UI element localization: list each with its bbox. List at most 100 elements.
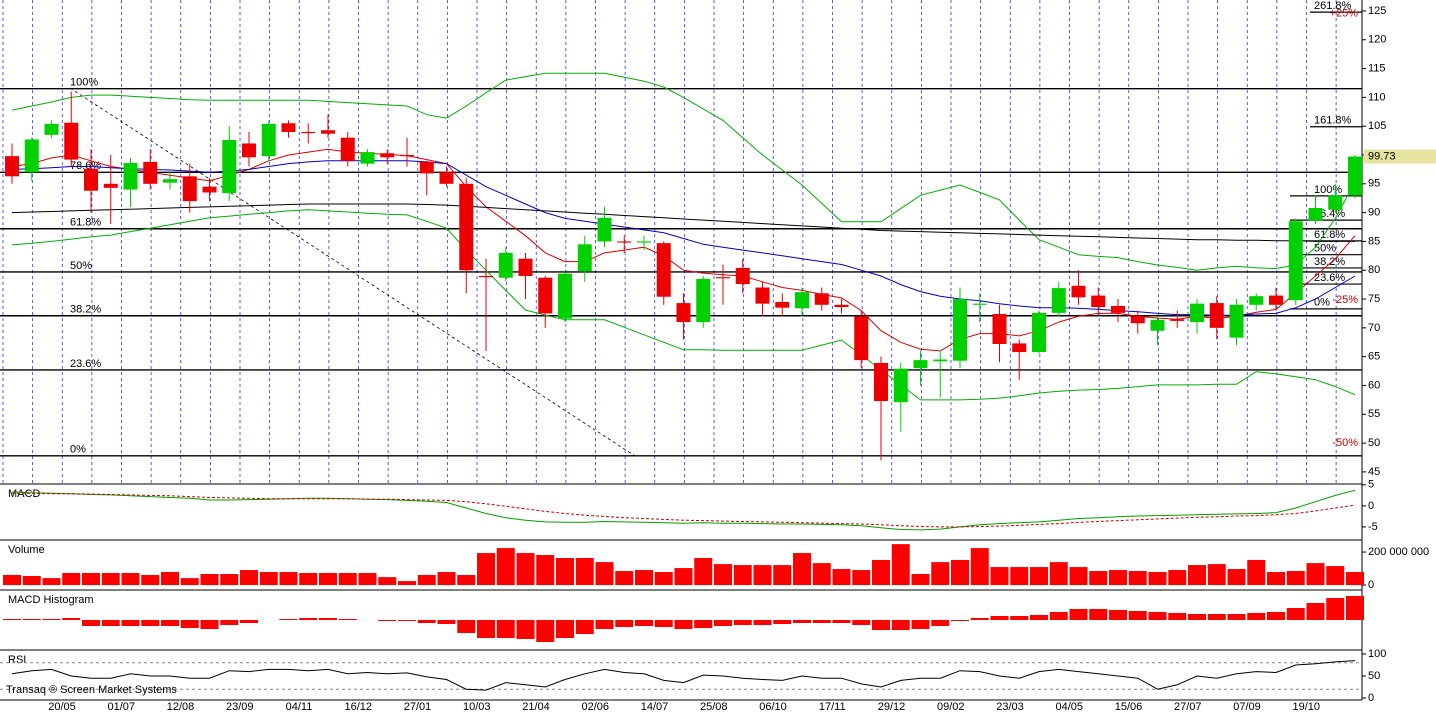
- bar: [773, 620, 792, 624]
- bar: [319, 573, 337, 586]
- bar: [1227, 569, 1246, 586]
- bar: [22, 619, 41, 620]
- overlay-line: [11, 72, 1356, 271]
- bar: [477, 620, 495, 638]
- bar: [1089, 609, 1108, 620]
- candle-body: [459, 183, 474, 271]
- bar: [1128, 571, 1147, 586]
- x-tick-label: 10/03: [463, 701, 491, 713]
- bar: [1109, 570, 1127, 586]
- bar: [1069, 567, 1088, 586]
- bar: [1089, 571, 1108, 586]
- y-tick-label: 50: [1368, 670, 1380, 682]
- candle-body: [1032, 312, 1046, 353]
- x-tick-label: 29/12: [878, 701, 906, 713]
- bar: [398, 620, 416, 621]
- last-price-box: [1364, 149, 1436, 164]
- y-tick-label: 60: [1368, 379, 1380, 391]
- fib-label: 23.6%: [70, 358, 101, 370]
- bar: [279, 619, 298, 620]
- bar: [1049, 562, 1068, 586]
- bar: [62, 573, 81, 586]
- bar: [891, 544, 910, 586]
- y-tick-label: 110: [1368, 91, 1386, 103]
- fib-label: 38.2%: [70, 304, 101, 316]
- y-tick-label: 70: [1368, 322, 1380, 334]
- candle-body: [24, 139, 39, 173]
- bar: [417, 620, 436, 623]
- bar: [1049, 612, 1068, 620]
- x-tick-label: 19/10: [1292, 701, 1320, 713]
- bar: [516, 553, 535, 586]
- bar: [970, 548, 989, 586]
- bar: [496, 548, 515, 586]
- bar: [872, 559, 890, 586]
- candle-body: [1150, 319, 1165, 331]
- bar: [141, 620, 160, 626]
- candle-body: [1170, 319, 1185, 321]
- y-tick-label: 5: [1368, 479, 1374, 491]
- bar: [1128, 611, 1147, 620]
- x-tick-label: 21/04: [522, 701, 550, 713]
- bar: [793, 553, 811, 586]
- bar: [299, 618, 318, 620]
- bar: [852, 620, 871, 625]
- candle-body: [1071, 285, 1086, 298]
- fib-label: 61.8%: [70, 217, 101, 229]
- candle-body: [1328, 195, 1343, 210]
- bar: [1247, 559, 1266, 586]
- bar: [161, 572, 179, 586]
- bar: [220, 620, 239, 625]
- bar: [1030, 567, 1048, 586]
- bar: [200, 620, 219, 629]
- y-tick-label: 200 000 000: [1368, 546, 1429, 558]
- y-tick-label: 125: [1368, 5, 1386, 17]
- bar: [891, 620, 910, 630]
- fib-label: 100%: [70, 77, 98, 89]
- bar: [911, 620, 930, 629]
- bar: [457, 574, 476, 586]
- candle-body: [676, 303, 691, 323]
- bar: [338, 619, 357, 620]
- bar: [398, 581, 416, 586]
- candle-body: [1308, 208, 1323, 221]
- candle-body: [1091, 295, 1106, 308]
- bar: [1010, 567, 1029, 586]
- candle-body: [301, 131, 316, 134]
- bar: [1188, 614, 1206, 620]
- bar: [931, 562, 950, 586]
- candle-body: [538, 277, 553, 314]
- y-tick-label: 85: [1368, 235, 1380, 247]
- candle-body: [143, 161, 158, 184]
- bar: [477, 553, 495, 586]
- candle-body: [992, 314, 1007, 344]
- y-tick-label: 115: [1368, 62, 1386, 74]
- candle-body: [439, 172, 454, 184]
- candle-body: [103, 183, 118, 188]
- percent-label: +25%: [1330, 8, 1359, 20]
- bar: [1286, 571, 1305, 586]
- panel-title: MACD Histogram: [8, 594, 94, 606]
- candle-body: [795, 292, 809, 309]
- bar: [496, 620, 515, 638]
- bar: [674, 568, 693, 586]
- bar: [141, 574, 160, 586]
- bar: [714, 564, 732, 586]
- candle-body: [834, 304, 849, 308]
- y-tick-label: -5: [1368, 521, 1378, 533]
- candle-body: [893, 368, 908, 403]
- bar: [121, 620, 140, 626]
- bar: [1030, 615, 1048, 620]
- indicator-line: [12, 492, 1356, 528]
- bar: [22, 575, 41, 586]
- candle-body: [854, 316, 869, 361]
- candle-body: [84, 168, 98, 191]
- bar: [536, 620, 555, 642]
- bar: [1267, 572, 1285, 586]
- bar: [872, 620, 890, 630]
- y-tick-label: 120: [1368, 34, 1386, 46]
- bar: [812, 620, 831, 623]
- bar: [773, 565, 792, 586]
